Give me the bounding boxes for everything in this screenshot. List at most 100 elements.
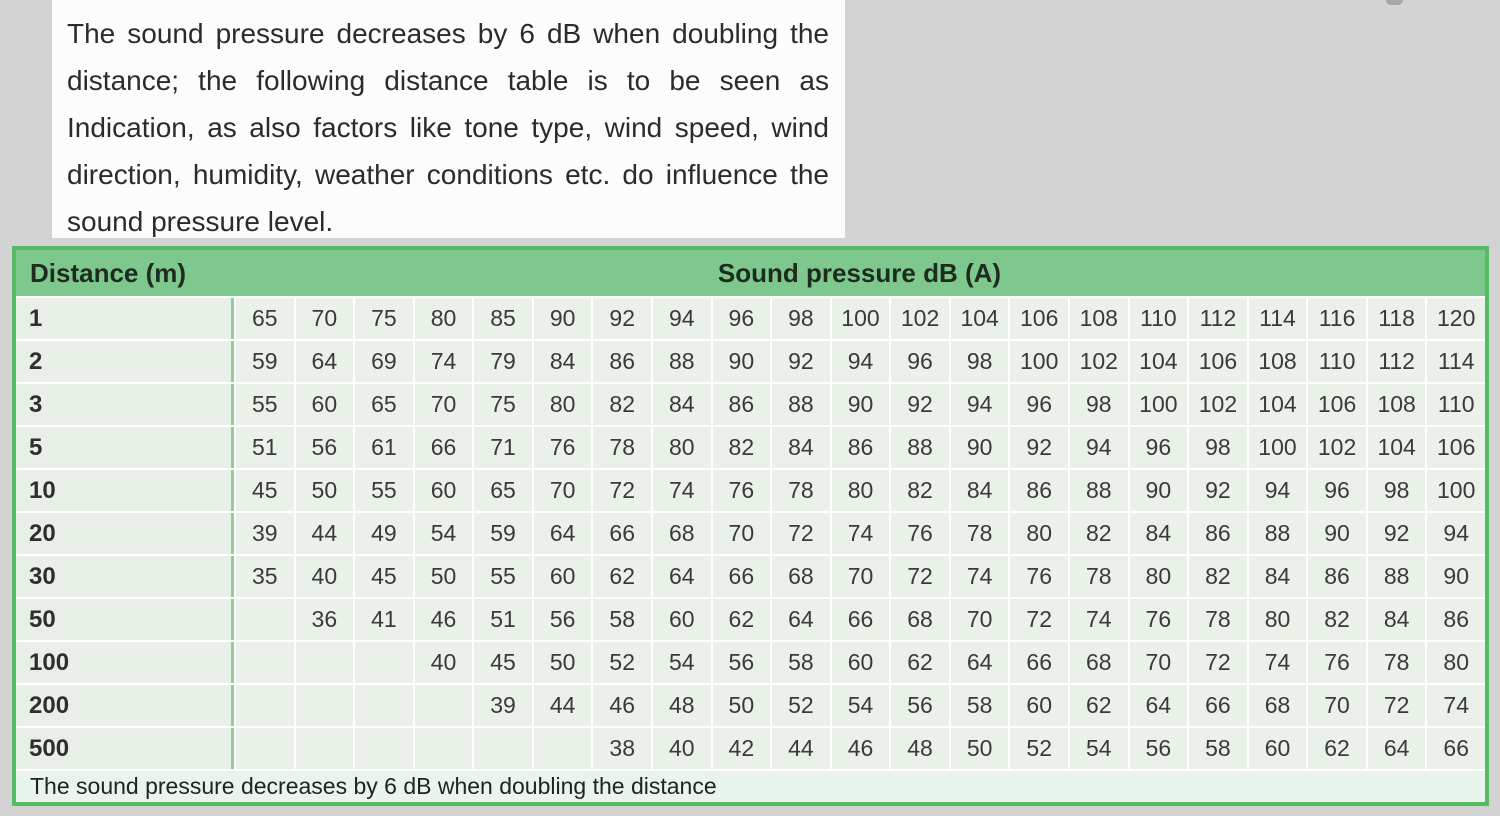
- value-cell: 96: [1308, 470, 1366, 511]
- value-cell: 58: [1189, 728, 1247, 769]
- sound-pressure-table: Distance (m) Sound pressure dB (A) 1 65 70…: [12, 246, 1489, 806]
- value-cell: 76: [1129, 599, 1188, 640]
- value-cell: 38: [593, 728, 651, 769]
- value-cell: 40: [295, 556, 354, 597]
- value-cell: 74: [414, 341, 473, 382]
- table-row: 30 35 40 45 50 55 60 62 64 66 68 70 72 74 76 78 80 82 84 86…: [16, 556, 1485, 597]
- value-cell: 94: [950, 384, 1009, 425]
- value-cell: 96: [891, 341, 949, 382]
- value-cell: 50: [712, 685, 771, 726]
- value-cell: 65: [355, 384, 413, 425]
- value-cell: 56: [533, 599, 592, 640]
- value-cell: 86: [1308, 556, 1366, 597]
- value-cell: 70: [712, 513, 771, 554]
- value-cell: 104: [1367, 427, 1426, 468]
- value-cell: 54: [831, 685, 890, 726]
- value-cell: [414, 728, 473, 769]
- value-cell: 110: [1427, 384, 1485, 425]
- value-cell: 100: [1129, 384, 1188, 425]
- value-cell: 64: [533, 513, 592, 554]
- value-cell: 84: [533, 341, 592, 382]
- value-cell: 86: [1189, 513, 1247, 554]
- value-cell: 62: [712, 599, 771, 640]
- value-cell: 60: [295, 384, 354, 425]
- table-row: 200 39 44 46 48 50 52 54 56 58 60 62 64 66 68 70 72 74: [16, 685, 1485, 726]
- cropped-ui-fragment: [1386, 0, 1403, 5]
- value-cell: 41: [355, 599, 413, 640]
- value-cell: 82: [712, 427, 771, 468]
- value-cell: 80: [414, 298, 473, 339]
- value-cell: 54: [653, 642, 711, 683]
- value-cell: 74: [1248, 642, 1307, 683]
- value-cell: 100: [1427, 470, 1485, 511]
- value-cell: 70: [950, 599, 1009, 640]
- value-cell: 94: [1248, 470, 1307, 511]
- value-cell: 98: [950, 341, 1009, 382]
- value-cell: 74: [1070, 599, 1128, 640]
- value-cell: 80: [1427, 642, 1485, 683]
- value-cell: 60: [653, 599, 711, 640]
- distance-cell: 30: [16, 556, 234, 597]
- intro-paragraph: The sound pressure decreases by 6 dB whe…: [67, 18, 829, 237]
- value-cell: 70: [533, 470, 592, 511]
- value-cell: 46: [593, 685, 651, 726]
- distance-cell: 500: [16, 728, 234, 769]
- distance-column-header: Distance (m): [30, 257, 187, 288]
- value-cell: 54: [414, 513, 473, 554]
- value-cell: 65: [236, 298, 294, 339]
- value-cell: 98: [772, 298, 830, 339]
- value-cell: [474, 728, 532, 769]
- value-cell: 84: [950, 470, 1009, 511]
- value-cell: 74: [1427, 685, 1485, 726]
- value-cell: 86: [1427, 599, 1485, 640]
- value-cell: 39: [474, 685, 532, 726]
- table-body: 1 65 70 75 80 85 90 92 94 96 98 100 102 104 106 108 110 1…: [16, 298, 1485, 769]
- value-cell: 104: [950, 298, 1009, 339]
- value-cell: 80: [1248, 599, 1307, 640]
- value-cell: 68: [891, 599, 949, 640]
- value-cell: 75: [355, 298, 413, 339]
- value-cell: 92: [772, 341, 830, 382]
- value-cell: 90: [1129, 470, 1188, 511]
- value-cell: 70: [831, 556, 890, 597]
- value-cell: 60: [533, 556, 592, 597]
- value-cell: 92: [891, 384, 949, 425]
- value-cell: 80: [1010, 513, 1068, 554]
- distance-cell: 2: [16, 341, 234, 382]
- table-row: 10 45 50 55 60 65 70 72 74 76 78 80 82 84 86 88 90 92 94 96…: [16, 470, 1485, 511]
- distance-cell: 5: [16, 427, 234, 468]
- value-cell: 69: [355, 341, 413, 382]
- table-header-row: Distance (m) Sound pressure dB (A): [16, 250, 1485, 296]
- value-cell: 90: [533, 298, 592, 339]
- value-cell: 86: [712, 384, 771, 425]
- value-cell: 49: [355, 513, 413, 554]
- value-cell: 72: [891, 556, 949, 597]
- value-cell: 72: [593, 470, 651, 511]
- value-cell: 84: [1248, 556, 1307, 597]
- value-cell: [236, 728, 294, 769]
- value-cell: 82: [1189, 556, 1247, 597]
- value-cell: 112: [1189, 298, 1247, 339]
- value-cell: 76: [533, 427, 592, 468]
- value-cell: 60: [831, 642, 890, 683]
- value-cell: 80: [831, 470, 890, 511]
- value-cell: 78: [950, 513, 1009, 554]
- value-cell: 68: [653, 513, 711, 554]
- value-cell: [236, 599, 294, 640]
- value-cell: 70: [1129, 642, 1188, 683]
- table-row: 3 55 60 65 70 75 80 82 84 86 88 90 92 94 96 98 100 102 104…: [16, 384, 1485, 425]
- value-cell: 74: [831, 513, 890, 554]
- value-cell: 102: [891, 298, 949, 339]
- value-cell: 44: [533, 685, 592, 726]
- value-cell: [295, 728, 354, 769]
- value-cell: 52: [593, 642, 651, 683]
- value-cell: 46: [831, 728, 890, 769]
- table-row: 20 39 44 49 54 59 64 66 68 70 72 74 76 78 80 82 84 86 88 90…: [16, 513, 1485, 554]
- sound-pressure-header: Sound pressure dB (A): [717, 257, 1002, 288]
- value-cell: 66: [1010, 642, 1068, 683]
- value-cell: 56: [1129, 728, 1188, 769]
- value-cell: 36: [295, 599, 354, 640]
- value-cell: 88: [1070, 470, 1128, 511]
- value-cell: 56: [891, 685, 949, 726]
- value-cell: 70: [414, 384, 473, 425]
